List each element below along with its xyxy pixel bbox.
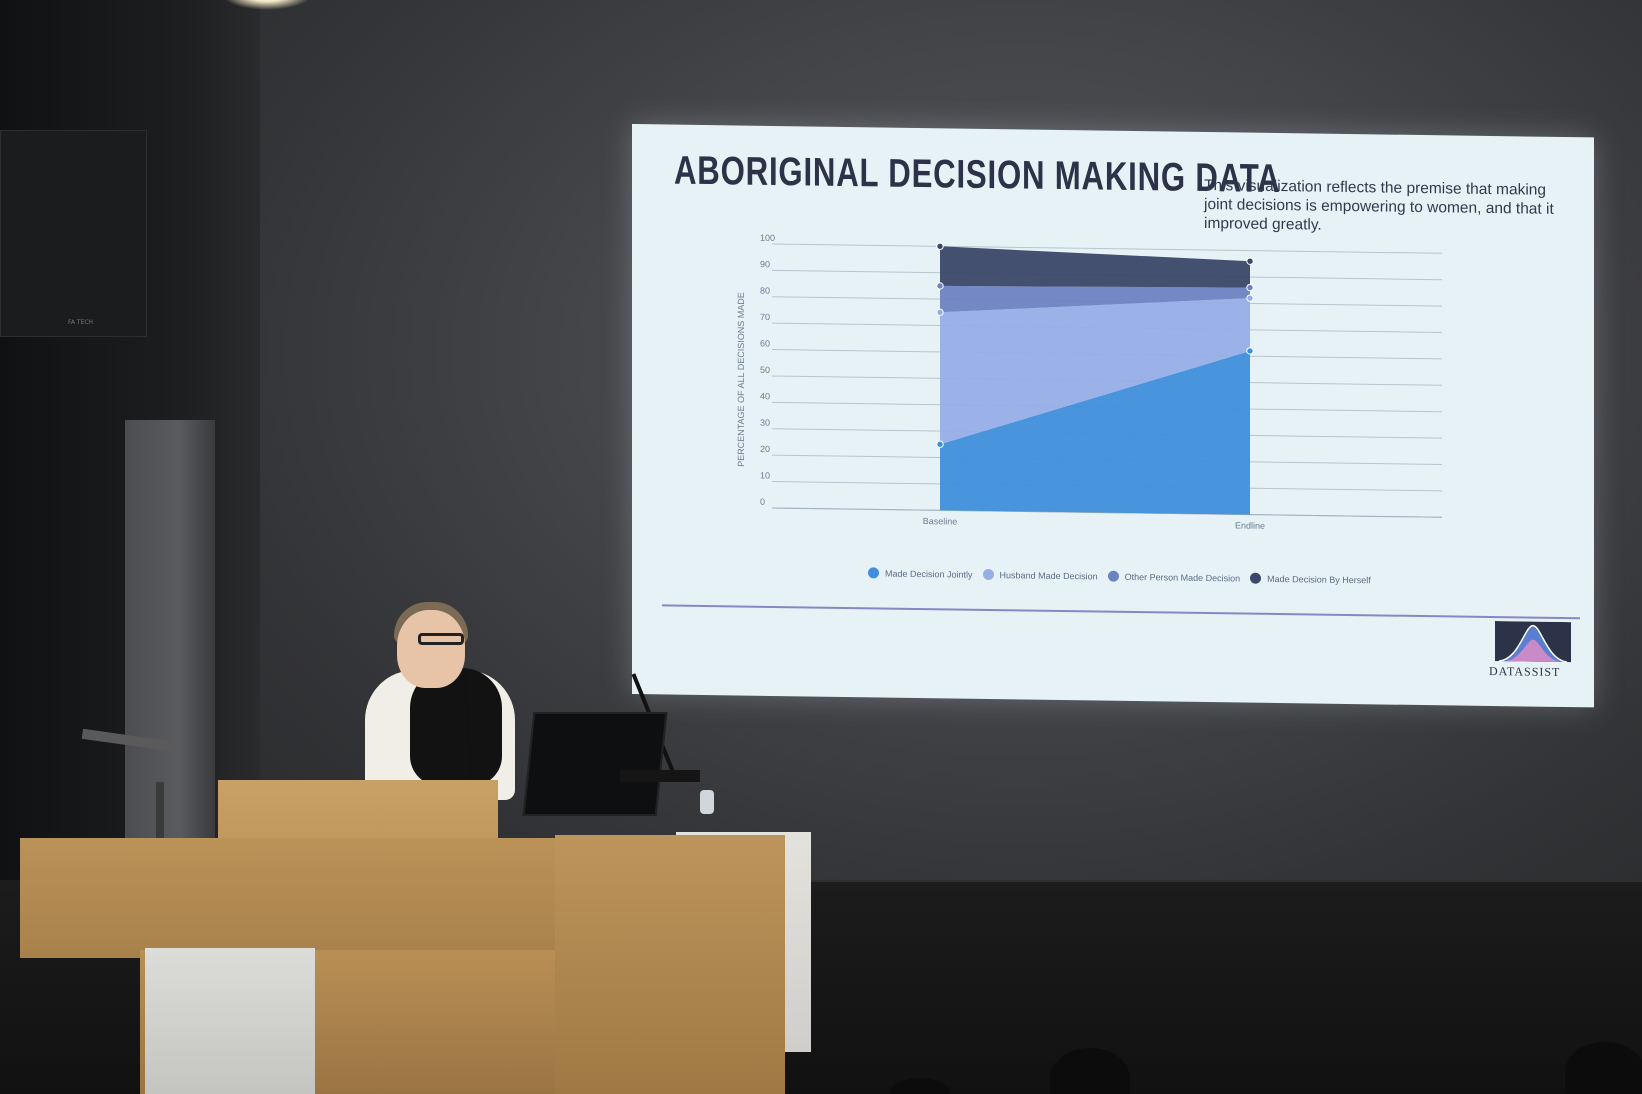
legend-label: Made Decision By Herself [1267, 573, 1371, 585]
presenter-glasses [418, 633, 464, 645]
legend-item: Other Person Made Decision [1107, 570, 1241, 584]
legend-label: Husband Made Decision [999, 569, 1098, 582]
y-tick-label: 40 [760, 391, 770, 401]
ceiling-light [222, 0, 312, 10]
audience-head [890, 1078, 950, 1094]
legend-item: Made Decision Jointly [868, 567, 973, 579]
data-point [1246, 283, 1254, 292]
y-tick-label: 0 [760, 497, 765, 507]
area-band [940, 350, 1250, 515]
podium-white-panel [145, 948, 315, 1094]
area-band [940, 285, 1250, 313]
data-point [936, 440, 944, 449]
presenter-face [397, 610, 465, 688]
legend-item: Husband Made Decision [982, 568, 1098, 582]
podium-right-section [555, 835, 785, 1094]
wall-pillar [125, 420, 215, 900]
y-tick-label: 80 [760, 286, 770, 296]
y-tick-label: 100 [760, 233, 775, 243]
y-tick-label: 30 [760, 418, 770, 428]
monitor-arm [620, 770, 700, 782]
legend-swatch [982, 568, 994, 581]
y-axis-label: PERCENTAGE OF ALL DECISIONS MADE [736, 292, 746, 467]
legend-swatch [868, 567, 879, 579]
chart-areas [940, 246, 1250, 515]
stage-edge [800, 880, 1642, 882]
legend-label: Other Person Made Decision [1124, 571, 1241, 583]
podium-left-wing [20, 838, 560, 958]
data-point [936, 242, 944, 251]
legend-swatch [1250, 572, 1262, 584]
water-bottle [700, 790, 714, 814]
chart-labels: 0 10 20 30 40 50 60 70 80 90 100 PERCENTAGE OF ALL … [736, 233, 1265, 531]
chart-points [936, 242, 1254, 449]
data-point [1246, 347, 1254, 355]
area-band [940, 298, 1250, 445]
x-tick-label: Baseline [923, 516, 958, 526]
y-tick-label: 70 [760, 312, 770, 322]
legend-label: Made Decision Jointly [885, 568, 973, 580]
data-point [936, 308, 944, 317]
logo-wordmark: DATASSIST [1489, 663, 1561, 679]
y-tick-label: 90 [760, 259, 770, 269]
legend-swatch [1107, 570, 1119, 582]
grid-line [772, 243, 1442, 254]
audience-head [1565, 1042, 1642, 1094]
y-tick-label: 60 [760, 338, 770, 348]
data-point [1246, 257, 1254, 265]
x-tick-label: Endline [1235, 520, 1265, 530]
stacked-area-chart: 0 10 20 30 40 50 60 70 80 90 100 PERCENTAGE OF ALL … [736, 233, 1442, 531]
projected-slide: ABORIGINAL DECISION MAKING DATA This vis… [632, 124, 1594, 708]
speaker-label: FA TECH [68, 319, 94, 326]
slide-divider [662, 604, 1580, 620]
y-tick-label: 50 [760, 365, 770, 375]
data-point [1246, 294, 1254, 302]
audience-head [1050, 1048, 1130, 1094]
legend-item: Made Decision By Herself [1250, 572, 1371, 586]
data-point [936, 282, 944, 290]
y-tick-label: 10 [760, 470, 770, 480]
y-tick-label: 20 [760, 444, 770, 454]
area-band [940, 246, 1250, 288]
podium-monitor [522, 712, 668, 816]
document-camera-post [156, 782, 164, 852]
wall-speaker [0, 130, 147, 337]
datassist-logo [1495, 621, 1571, 663]
